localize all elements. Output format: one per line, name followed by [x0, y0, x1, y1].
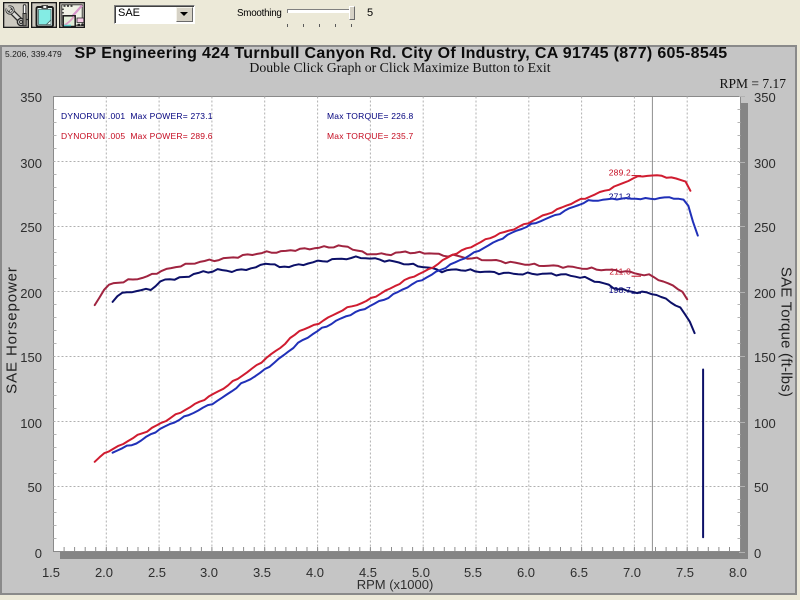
svg-text:Max TORQUE= 235.7: Max TORQUE= 235.7: [327, 131, 414, 141]
svg-text:DYNORUN .001 Max POWER= 273.1: DYNORUN .001 Max POWER= 273.1: [61, 111, 213, 121]
svg-text:289.2: 289.2: [609, 168, 631, 178]
svg-text:DYNORUN .005 Max POWER= 289.6: DYNORUN .005 Max POWER= 289.6: [61, 131, 213, 141]
svg-text:271.3: 271.3: [609, 192, 631, 202]
svg-text:Max TORQUE= 226.8: Max TORQUE= 226.8: [327, 111, 414, 121]
